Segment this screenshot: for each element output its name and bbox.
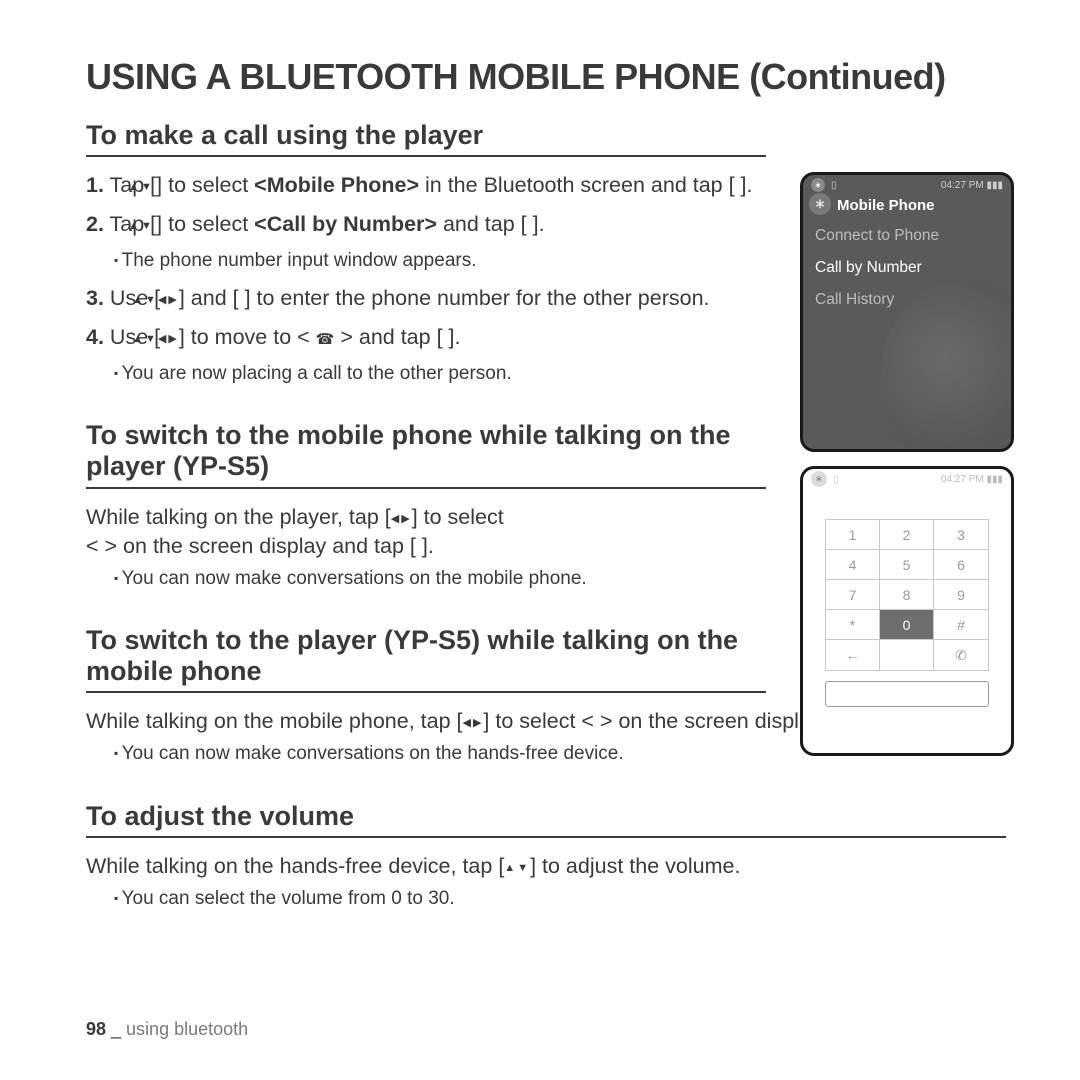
device1-menu-item-selected: Call by Number: [803, 252, 1011, 284]
step-4-note: You are now placing a call to the other …: [86, 362, 766, 387]
keypad-key: ←: [826, 640, 880, 670]
step-2-bold: <Call by Number>: [254, 212, 437, 236]
bluetooth-icon: ∗: [809, 193, 831, 215]
adjust-volume-note: You can select the volume from 0 to 30.: [86, 887, 1006, 912]
switch-to-phone-note: You can now make conversations on the mo…: [86, 567, 766, 592]
bluetooth-icon: ∗: [811, 471, 827, 487]
battery-icon: ▮▮▮: [986, 474, 1003, 485]
device2-statusbar: ∗ ▯ 04:27 PM ▮▮▮: [803, 469, 1011, 489]
keypad-key: #: [934, 610, 988, 640]
fourway-icon: [160, 293, 179, 308]
keypad-key: 0: [880, 610, 934, 640]
keypad-key: 5: [880, 550, 934, 580]
device1-title: ∗ Mobile Phone: [803, 195, 1011, 220]
step-4-text-c: > and tap [ ].: [334, 325, 460, 349]
device1-statusbar: ∗ ▯ 04:27 PM ▮▮▮: [803, 175, 1011, 195]
step-2-text-b: ] to select: [156, 212, 254, 236]
step-4: 4. Use [] to move to < > and tap [ ].: [86, 323, 766, 352]
make-call-steps: 1. Tap [] to select <Mobile Phone> in th…: [86, 171, 766, 386]
footer-section-name: using bluetooth: [126, 1019, 248, 1039]
page-footer: 98 _ using bluetooth: [86, 1019, 248, 1040]
keypad-key: [880, 640, 934, 670]
battery-icon: ▮▮▮: [986, 180, 1003, 191]
step-1-text-b: ] to select: [156, 173, 254, 197]
device2-time: 04:27 PM: [941, 474, 984, 485]
step-1-text-c: in the Bluetooth screen and tap [ ].: [419, 173, 752, 197]
step-1-num: 1.: [86, 173, 104, 197]
bluetooth-icon: ∗: [811, 178, 825, 192]
step-1: 1. Tap [] to select <Mobile Phone> in th…: [86, 171, 766, 200]
footer-page-number: 98: [86, 1019, 106, 1039]
keypad-key: 6: [934, 550, 988, 580]
leftright-icon: [391, 512, 412, 527]
step-1-bold: <Mobile Phone>: [254, 173, 419, 197]
signal-icon: ▯: [833, 474, 839, 485]
switch-to-phone-body: While talking on the player, tap [] to s…: [86, 503, 766, 561]
section-make-call-heading: To make a call using the player: [86, 120, 766, 157]
keypad-key: 1: [826, 520, 880, 550]
device1-menu-item: Connect to Phone: [803, 220, 1011, 252]
keypad-key: 3: [934, 520, 988, 550]
keypad-key: 8: [880, 580, 934, 610]
device-preview-keypad: ∗ ▯ 04:27 PM ▮▮▮ 123 456 789 *0# ← ✆: [800, 466, 1014, 756]
keypad-key: 7: [826, 580, 880, 610]
step-4-text-b: ] to move to <: [179, 325, 316, 349]
step-3: 3. Use [] and [ ] to enter the phone num…: [86, 284, 766, 313]
section-switch-to-phone-heading: To switch to the mobile phone while talk…: [86, 420, 766, 488]
keypad-key: 9: [934, 580, 988, 610]
section-adjust-volume-heading: To adjust the volume: [86, 801, 1006, 838]
step-2-text-c: and tap [ ].: [437, 212, 545, 236]
step-3-num: 3.: [86, 286, 104, 310]
section-switch-to-player-heading: To switch to the player (YP-S5) while ta…: [86, 625, 766, 693]
step-4-num: 4.: [86, 325, 104, 349]
step-3-text-b: ] and [ ] to enter the phone number for …: [179, 286, 710, 310]
phone-icon: [316, 325, 335, 349]
device2-keypad: 123 456 789 *0# ← ✆: [825, 519, 989, 671]
signal-icon: ▯: [831, 180, 837, 191]
device2-number-display: [825, 681, 989, 707]
keypad-key: *: [826, 610, 880, 640]
step-2-num: 2.: [86, 212, 104, 236]
keypad-key: ✆: [934, 640, 988, 670]
keypad-key: 2: [880, 520, 934, 550]
keypad-key: 4: [826, 550, 880, 580]
page-title: USING A BLUETOOTH MOBILE PHONE (Continue…: [86, 56, 1014, 98]
fourway-icon: [160, 332, 179, 347]
adjust-volume-body: While talking on the hands-free device, …: [86, 852, 1006, 881]
leftright-icon: [462, 716, 483, 731]
step-2-note: The phone number input window appears.: [86, 249, 766, 274]
step-2: 2. Tap [] to select <Call by Number> and…: [86, 210, 766, 239]
footer-sep: _: [106, 1019, 126, 1039]
device1-time: 04:27 PM: [941, 180, 984, 191]
updown-icon: [504, 861, 530, 876]
device-preview-menu: ∗▯ 04:27 PM ▮▮▮ ∗ Mobile Phone Connect t…: [800, 172, 1014, 452]
